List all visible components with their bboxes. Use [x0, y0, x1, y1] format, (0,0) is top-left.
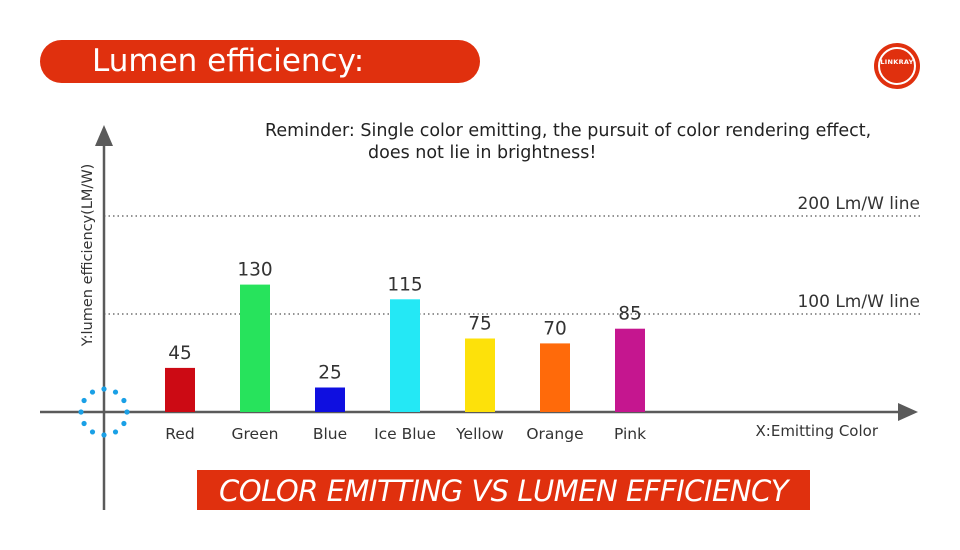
reminder-line-1: Reminder: Single color emitting, the pur…: [265, 121, 872, 141]
origin-dot: [81, 420, 87, 427]
origin-dot: [78, 409, 84, 415]
brand-logo-icon: LINKRAY: [874, 43, 920, 89]
x-axis-arrow-icon: [898, 403, 918, 421]
y-axis-label: Y:lumen efficiency(LM/W): [80, 164, 96, 348]
reminder-line-2: does not lie in brightness!: [368, 143, 597, 163]
origin-dot: [121, 397, 127, 404]
data-label: 25: [318, 363, 342, 384]
origin-dot: [112, 389, 119, 395]
category-label: Pink: [614, 425, 646, 443]
category-label: Red: [165, 425, 194, 443]
origin-dot: [101, 432, 107, 438]
logo-text: LINKRAY: [880, 58, 914, 66]
data-label: 130: [237, 260, 272, 281]
data-label: 70: [543, 318, 567, 339]
category-label: Orange: [526, 425, 583, 443]
origin-dot: [81, 397, 87, 404]
page-title: Lumen efficiency:: [92, 43, 365, 79]
chart-title: COLOR EMITTING VS LUMEN EFFICIENCY: [219, 474, 788, 508]
category-label: Yellow: [455, 425, 504, 443]
bar-green: [240, 284, 270, 412]
reference-line-label-200: 200 Lm/W line: [797, 194, 920, 214]
origin-dot: [121, 420, 127, 427]
title-banner: Lumen efficiency:: [40, 40, 480, 83]
x-axis-label: X:Emitting Color: [756, 422, 879, 440]
chart-title-banner: COLOR EMITTING VS LUMEN EFFICIENCY: [197, 470, 810, 510]
bar-ice-blue: [390, 299, 420, 412]
bar-pink: [615, 328, 645, 412]
y-axis-arrow-icon: [95, 125, 113, 146]
bar-orange: [540, 343, 570, 412]
logo-ring: [878, 47, 916, 85]
origin-dot: [89, 429, 96, 435]
origin-dot: [101, 386, 107, 392]
reference-line-label-100: 100 Lm/W line: [797, 292, 920, 312]
category-label: Green: [232, 425, 279, 443]
category-label: Blue: [313, 425, 347, 443]
data-label: 115: [387, 274, 422, 295]
origin-dot: [89, 389, 96, 395]
origin-dot: [124, 409, 130, 415]
data-label: 75: [468, 314, 492, 335]
data-label: 85: [618, 304, 642, 325]
bar-blue: [315, 387, 345, 412]
category-label: Ice Blue: [374, 425, 436, 443]
origin-dot: [112, 429, 119, 435]
bar-yellow: [465, 338, 495, 412]
data-label: 45: [168, 343, 192, 364]
bar-red: [165, 367, 195, 412]
reminder-note: Reminder: Single color emitting, the pur…: [265, 120, 925, 164]
